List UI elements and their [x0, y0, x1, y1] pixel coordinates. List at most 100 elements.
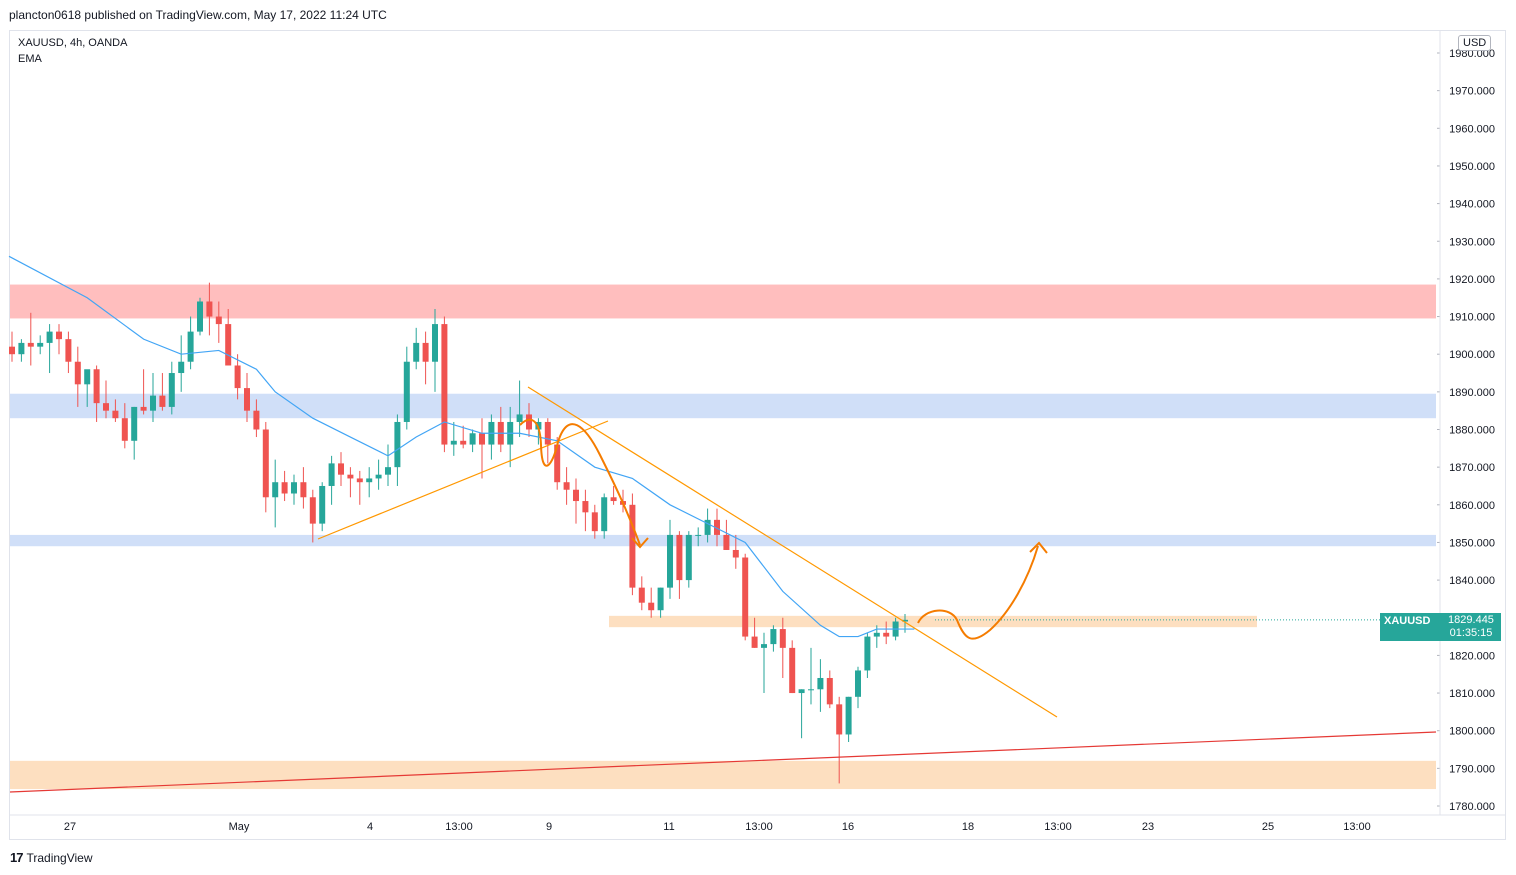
projection-arrow-head-2: [1029, 541, 1048, 554]
candle: [403, 346, 410, 430]
candle: [808, 647, 814, 705]
candle: [215, 301, 222, 343]
candle-body: [244, 388, 250, 411]
candle: [798, 689, 805, 739]
falling-trendline: [527, 386, 1058, 718]
candle: [610, 485, 617, 505]
candle-body: [56, 331, 62, 340]
candle: [789, 640, 796, 694]
candle-body: [450, 440, 457, 445]
candle-body: [413, 342, 420, 362]
candle: [206, 282, 213, 336]
zone-support-orange: [10, 760, 1436, 790]
candle-body: [883, 632, 890, 637]
candle: [197, 297, 203, 336]
currency-badge[interactable]: USD: [1458, 35, 1492, 51]
candle-body: [319, 485, 326, 524]
candle: [460, 425, 467, 449]
candle: [291, 474, 297, 505]
candle: [18, 339, 25, 362]
candle: [262, 421, 269, 513]
candle-body: [855, 670, 861, 697]
candle-body: [291, 482, 297, 494]
candle-body: [789, 647, 796, 694]
candle: [366, 467, 373, 498]
candle-body: [685, 534, 692, 581]
tradingview-logo-icon: 17: [10, 850, 24, 865]
candle-body: [591, 512, 598, 532]
y-tick-label: 1870.000: [1449, 462, 1495, 474]
candle: [516, 380, 523, 438]
candle: [74, 346, 81, 407]
projection-arrow-head-1: [631, 537, 649, 549]
candle: [112, 399, 119, 422]
candle: [385, 444, 391, 486]
y-tick-label: 1920.000: [1449, 274, 1495, 286]
candle: [751, 617, 758, 648]
y-tick-label: 1780.000: [1449, 801, 1495, 813]
candle: [601, 493, 608, 539]
candle-body: [638, 587, 645, 603]
candle-body: [742, 557, 749, 637]
candle-body: [516, 414, 523, 422]
candle: [84, 369, 91, 407]
x-tick-label: May: [229, 821, 250, 833]
candle-body: [328, 463, 335, 486]
candle-body: [300, 482, 307, 498]
x-tick-label: 4: [367, 821, 373, 833]
candle: [319, 482, 326, 532]
y-tick-label: 1930.000: [1449, 236, 1495, 248]
candle: [140, 369, 147, 415]
candle-body: [234, 365, 241, 389]
candle-body: [422, 342, 429, 362]
candle: [65, 331, 72, 374]
candle-body: [159, 395, 166, 407]
footer-brand[interactable]: 17 TradingView: [10, 850, 93, 865]
candle-body: [112, 410, 119, 419]
candle: [244, 373, 250, 422]
candle-body: [403, 361, 410, 422]
x-tick-label: 27: [64, 821, 76, 833]
candle-body: [751, 636, 758, 648]
candle-body: [761, 644, 767, 648]
candle-body: [808, 689, 814, 691]
candle: [187, 316, 194, 370]
y-tick-label: 1840.000: [1449, 575, 1495, 587]
candle: [272, 459, 279, 528]
y-tick-label: 1940.000: [1449, 199, 1495, 211]
candle: [657, 587, 664, 618]
candle: [37, 335, 44, 355]
candle: [450, 421, 457, 456]
y-tick-label: 1900.000: [1449, 349, 1495, 361]
candle-body: [610, 497, 617, 502]
ema-layer: [8, 255, 1440, 638]
candle-body: [65, 339, 72, 362]
candle-body: [563, 482, 570, 490]
y-tick-label: 1910.000: [1449, 312, 1495, 324]
candle: [328, 455, 335, 505]
candle: [338, 452, 344, 486]
candle-body: [460, 440, 467, 445]
y-axis: 1780.000 1790.000 1800.000 1810.000 1820.000…: [1437, 31, 1495, 815]
candle: [103, 380, 109, 419]
candle-body: [479, 433, 485, 445]
candle: [883, 621, 890, 645]
candle: [131, 406, 138, 460]
candle-body: [714, 519, 720, 535]
candle: [281, 470, 288, 502]
candle: [582, 489, 589, 532]
candle: [234, 354, 241, 400]
candle: [761, 632, 767, 694]
zone-resistance-red: [10, 284, 1436, 319]
chart-legend: XAUUSD, 4h, OANDA EMA: [18, 35, 127, 67]
candle-body: [864, 636, 871, 671]
footer-brand-label: TradingView: [26, 850, 93, 865]
candle-body: [648, 602, 655, 611]
candle: [469, 429, 476, 453]
long-support-line: [9, 731, 1437, 793]
y-tick-label: 1860.000: [1449, 500, 1495, 512]
candle: [46, 324, 53, 374]
candle-body: [140, 406, 147, 411]
legend-indicator[interactable]: EMA: [18, 53, 42, 65]
